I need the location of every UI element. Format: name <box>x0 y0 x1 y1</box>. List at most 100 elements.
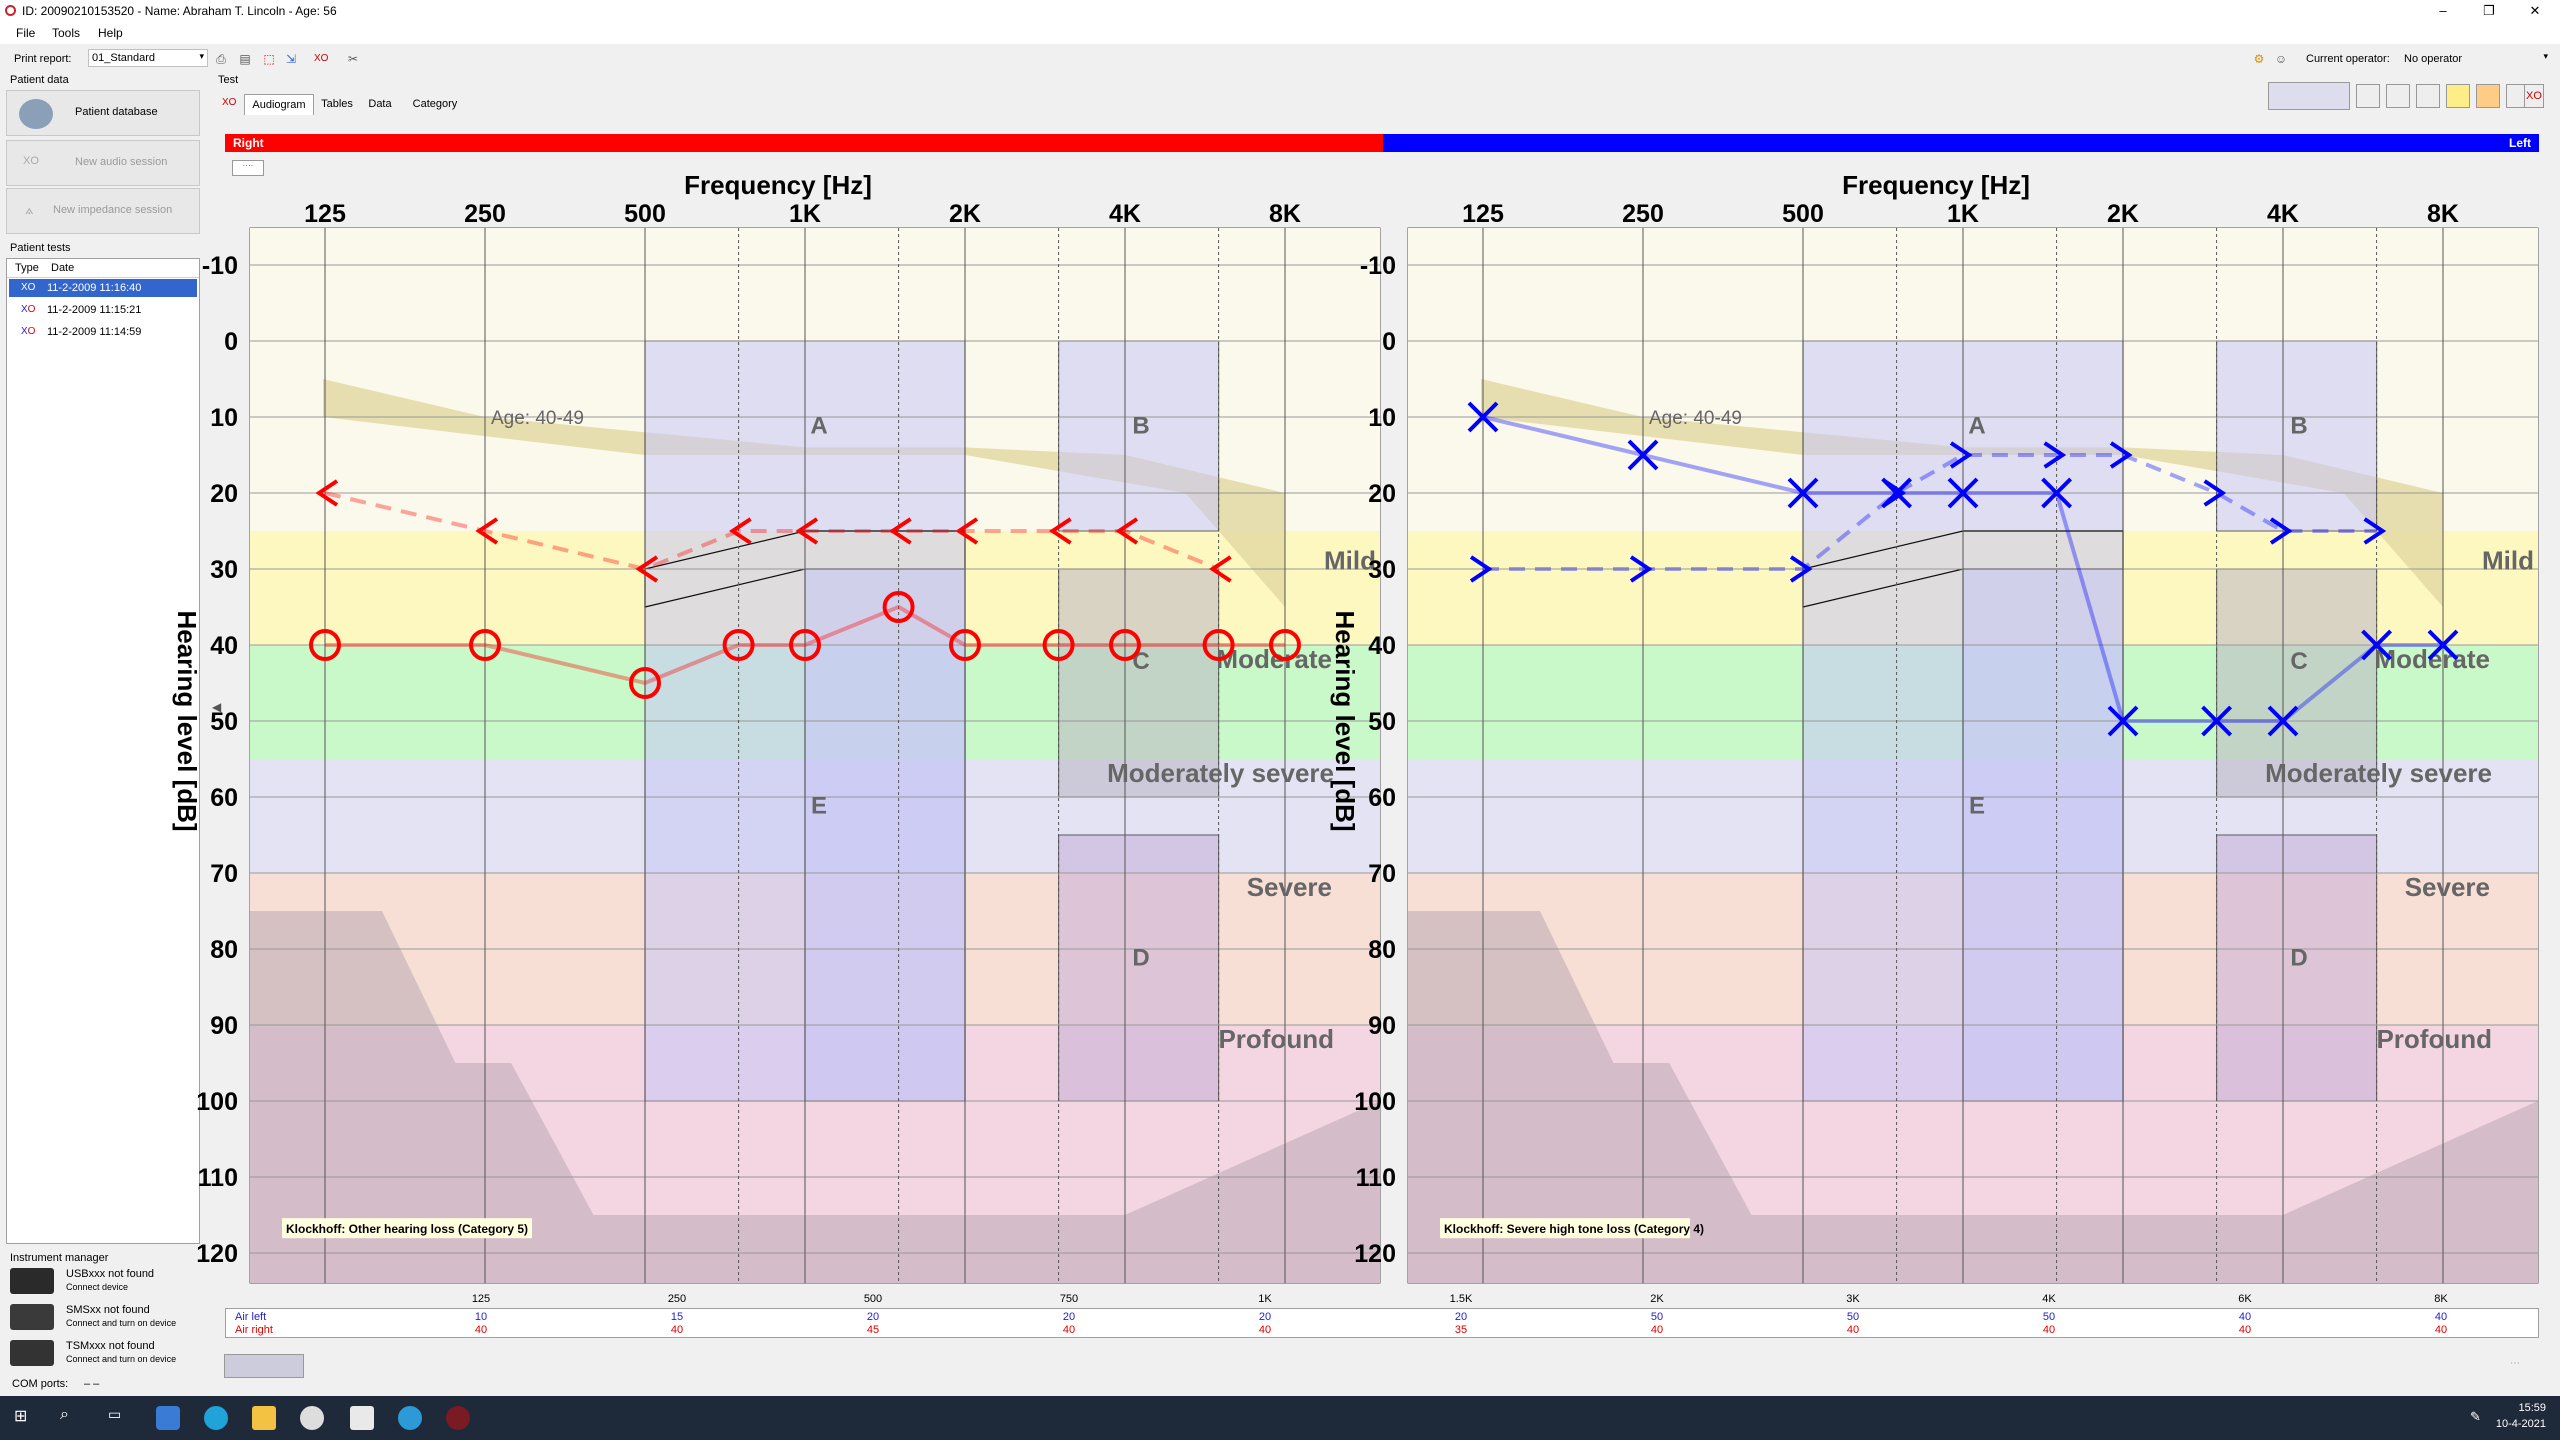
windows-start-icon[interactable]: ⊞ <box>14 1408 28 1425</box>
data-table: Air left Air right 125 250 500 750 1K 1.5K 2K 3… <box>225 1293 2539 1345</box>
data-point <box>2201 705 2233 737</box>
test-row[interactable]: XO 11-2-2009 11:15:21 <box>9 301 197 319</box>
instrument-usb[interactable]: USBxxx not found Connect device <box>10 1266 200 1300</box>
grid-view-icon[interactable] <box>2386 84 2410 108</box>
table-cell: 35 <box>1454 1324 1468 1336</box>
tab-category[interactable]: Category <box>412 98 458 110</box>
tab-audiogram[interactable]: Audiogram <box>244 94 314 115</box>
com-ports-value: – – <box>84 1378 100 1390</box>
export-icon[interactable]: ⇲ <box>285 52 297 66</box>
audiogram-icon[interactable]: XO <box>314 53 329 64</box>
list-header-type[interactable]: Type <box>15 262 39 274</box>
operator-icon[interactable]: ⚙ <box>2253 52 2265 66</box>
menu-help[interactable]: Help <box>98 26 123 40</box>
instrument-tsm[interactable]: TSMxxx not found Connect and turn on dev… <box>10 1338 200 1372</box>
print-preview-icon[interactable]: ▤ <box>239 52 251 66</box>
close-button[interactable]: ✕ <box>2529 3 2541 18</box>
klockhoff-box <box>1962 568 2124 1102</box>
table-frequency-header: 3K <box>1846 1293 1860 1305</box>
instrument-sms[interactable]: SMSxx not found Connect and turn on devi… <box>10 1302 200 1336</box>
user-icon[interactable]: ☺ <box>2274 52 2288 66</box>
x-tick-label: 125 <box>304 200 346 228</box>
highlight-icon[interactable] <box>2446 84 2470 108</box>
tab-data[interactable]: Data <box>368 98 392 110</box>
data-point <box>2203 479 2227 507</box>
search-icon[interactable]: ⌕ <box>60 1406 69 1423</box>
x-axis-title: Frequency [Hz] <box>684 170 872 200</box>
data-point <box>795 517 819 545</box>
audiometry-app-icon[interactable] <box>446 1406 470 1430</box>
audiogram-icon[interactable]: XO <box>2524 84 2544 108</box>
window-title: ID: 20090210153520 - Name: Abraham T. Li… <box>22 4 337 18</box>
data-point <box>722 629 755 661</box>
edge-icon[interactable] <box>204 1406 228 1430</box>
patient-tests-list[interactable]: Type Date XO 11-2-2009 11:16:40 XO 11-2-… <box>6 258 200 1244</box>
new-impedance-session-button[interactable]: ⟑ New impedance session <box>6 188 200 234</box>
tab-tables[interactable]: Tables <box>321 98 353 110</box>
data-point <box>955 517 979 545</box>
network-icon[interactable]: ✎ <box>2470 1409 2481 1424</box>
task-view-icon[interactable]: ▭ <box>108 1406 122 1422</box>
menu-file[interactable]: File <box>16 26 36 40</box>
print-icon[interactable]: ⎙ <box>216 52 226 66</box>
audiogram-icon: XO <box>21 326 36 337</box>
right-ear-bar: Right <box>225 134 1383 152</box>
y-tick-label: 30 <box>210 556 238 584</box>
chrome-icon[interactable] <box>300 1406 324 1430</box>
table-view-icon[interactable] <box>2416 84 2440 108</box>
clock[interactable]: 15:59 10-4-2021 <box>2496 1400 2546 1432</box>
klockhoff-label: Klockhoff: Severe high tone loss (Catego… <box>1444 1222 1704 1236</box>
left-ear-bar: Left <box>1383 134 2539 152</box>
test-row[interactable]: XO 11-2-2009 11:14:59 <box>9 323 197 341</box>
y-tick-label: -10 <box>1360 252 1396 280</box>
x-tick-label: 2K <box>2107 200 2139 228</box>
print-report-select[interactable]: 01_Standard ▾ <box>88 49 208 67</box>
category-label: Mild <box>2482 545 2534 575</box>
operator-select[interactable]: No operator ▾ <box>2400 49 2550 67</box>
klockhoff-box <box>804 568 966 1102</box>
store-icon[interactable] <box>350 1406 374 1430</box>
list-header-date[interactable]: Date <box>51 262 75 274</box>
y-tick-label: -10 <box>202 252 238 280</box>
instrument-manager-label: Instrument manager <box>10 1252 109 1264</box>
audiograms: Frequency [Hz]125 250 500 1K 2K 4K 8K-10010203… <box>172 170 2539 1284</box>
toolbar: Print report: 01_Standard ▾ ⎙ ▤ ⬚ ⇲ XO ✂… <box>0 44 2560 74</box>
minimize-button[interactable]: – <box>2439 3 2447 18</box>
category-label: Profound <box>1218 1024 1334 1054</box>
table-cell: 10 <box>474 1311 488 1323</box>
y-tick-label: 80 <box>1368 936 1396 964</box>
app-s-icon[interactable] <box>156 1406 180 1430</box>
bone-view-icon[interactable] <box>2356 84 2380 108</box>
audiogram-view-icon[interactable] <box>2268 82 2350 110</box>
patient-database-label: Patient database <box>75 106 158 118</box>
table-frequency-header: 250 <box>667 1293 687 1305</box>
category-label: Moderately severe <box>1107 758 1334 788</box>
data-point <box>2109 441 2133 469</box>
y-tick-label: 60 <box>1368 784 1396 812</box>
tools-icon[interactable]: ✂ <box>347 52 359 66</box>
test-row[interactable]: XO 11-2-2009 11:16:40 <box>9 279 197 297</box>
new-audio-session-button[interactable]: XO New audio session <box>6 140 200 186</box>
patient-database-icon <box>19 99 53 129</box>
klockhoff-box-bg <box>1440 1218 1690 1239</box>
age-band <box>1481 379 2443 607</box>
category-label: Moderate <box>1216 644 1332 674</box>
instrument-subtitle: Connect and turn on device <box>66 1354 177 1364</box>
table-view-button[interactable] <box>224 1354 304 1378</box>
tsm-device-icon <box>10 1340 54 1366</box>
audiogram-left: Frequency [Hz] 125 250 500 1K 2K 4K 8K -10 0 10 20 3… <box>1330 170 2539 1284</box>
legend-icon[interactable]: ···· <box>232 160 264 176</box>
y-tick-label: 80 <box>210 936 238 964</box>
collapse-arrow-icon[interactable]: ◀ <box>212 700 222 714</box>
data-point <box>2427 629 2459 661</box>
right-ear-label: Right <box>233 136 264 150</box>
menu-tools[interactable]: Tools <box>52 26 81 40</box>
patient-database-button[interactable]: Patient database <box>6 90 200 136</box>
pdf-icon[interactable]: ⬚ <box>263 52 275 66</box>
y-tick-label: 100 <box>196 1088 238 1116</box>
region-label: B <box>2290 413 2307 440</box>
color-icon[interactable] <box>2476 84 2500 108</box>
restore-button[interactable]: ❐ <box>2483 3 2495 18</box>
file-explorer-icon[interactable] <box>252 1406 276 1430</box>
browser-icon[interactable] <box>398 1406 422 1430</box>
